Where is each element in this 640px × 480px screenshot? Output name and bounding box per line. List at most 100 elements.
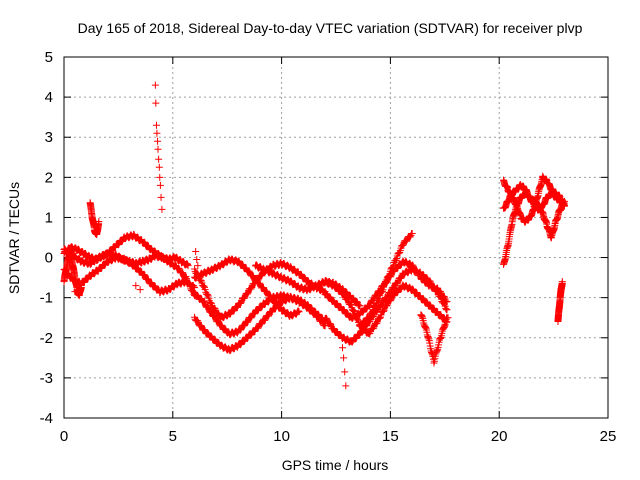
data-point: [243, 318, 251, 326]
data-point: [413, 266, 421, 274]
data-point: [353, 315, 361, 323]
data-point: [314, 313, 322, 321]
data-point: [371, 302, 379, 310]
data-point: [341, 368, 349, 376]
data-point: [339, 344, 347, 352]
data-point: [385, 272, 393, 280]
data-point: [368, 309, 376, 317]
data-point: [194, 262, 202, 270]
data-point: [270, 295, 278, 303]
data-point: [409, 261, 417, 269]
data-point: [77, 282, 85, 290]
data-point: [245, 267, 253, 275]
data-point: [247, 314, 255, 322]
data-point: [201, 326, 209, 334]
x-tick-label: 10: [273, 428, 290, 445]
data-point: [204, 303, 212, 311]
data-point: [340, 290, 348, 298]
data-point: [350, 307, 358, 315]
data-point: [247, 285, 255, 293]
data-point: [442, 297, 450, 305]
y-tick-label: 3: [45, 129, 53, 146]
data-point: [344, 295, 352, 303]
data-point: [273, 300, 281, 308]
data-point: [175, 265, 183, 273]
data-point: [256, 279, 264, 287]
data-point: [364, 314, 372, 322]
data-point: [441, 322, 449, 330]
data-point: [179, 269, 187, 277]
data-point: [352, 334, 360, 342]
data-point: [373, 320, 381, 328]
data-point: [263, 287, 271, 295]
data-point: [95, 217, 103, 225]
data-point: [383, 302, 391, 310]
data-point: [358, 321, 366, 329]
x-tick-label: 0: [60, 428, 68, 445]
data-point: [156, 181, 164, 189]
data-point: [153, 129, 161, 137]
data-point: [442, 304, 450, 312]
data-point: [430, 305, 438, 313]
data-point: [444, 314, 452, 322]
data-point: [154, 137, 162, 145]
x-tick-label: 15: [382, 428, 399, 445]
data-point: [137, 267, 145, 275]
data-point: [413, 288, 421, 296]
data-point: [155, 163, 163, 171]
data-point: [370, 324, 378, 332]
data-point: [359, 308, 367, 316]
data-point: [152, 99, 160, 107]
data-point: [560, 201, 568, 209]
data-point: [194, 317, 202, 325]
data-point: [392, 256, 400, 264]
data-point: [437, 288, 445, 296]
data-point: [75, 292, 83, 300]
data-point: [347, 300, 355, 308]
data-point: [97, 264, 105, 272]
data-point: [207, 308, 215, 316]
data-point: [419, 275, 427, 283]
data-point: [409, 285, 417, 293]
data-point: [326, 319, 334, 327]
data-point: [240, 294, 248, 302]
data-point: [184, 262, 192, 270]
y-tick-label: 2: [45, 169, 53, 186]
data-point: [201, 298, 209, 306]
data-point: [399, 241, 407, 249]
data-point: [355, 331, 363, 339]
data-point: [381, 279, 389, 287]
data-point: [115, 240, 123, 248]
data-point: [340, 306, 348, 314]
data-point: [247, 331, 255, 339]
data-point: [397, 274, 405, 282]
data-point: [558, 278, 566, 286]
data-point: [408, 229, 416, 237]
data-point: [155, 155, 163, 163]
data-point: [211, 305, 219, 313]
data-point: [393, 279, 401, 287]
data-point: [396, 248, 404, 256]
data-point: [322, 314, 330, 322]
data-point: [204, 291, 212, 299]
data-point: [190, 283, 198, 291]
data-point: [237, 326, 245, 334]
chart-title: Day 165 of 2018, Sidereal Day-to-day VTE…: [78, 20, 583, 36]
data-point: [376, 314, 384, 322]
data-point: [261, 316, 269, 324]
x-tick-label: 25: [600, 428, 617, 445]
data-point: [237, 299, 245, 307]
data-point: [342, 382, 350, 390]
data-point: [375, 296, 383, 304]
y-tick-label: 1: [45, 209, 53, 226]
axis-ticks: [63, 56, 609, 419]
y-tick-label: -4: [40, 410, 53, 427]
data-point: [192, 248, 200, 256]
data-point: [144, 275, 152, 283]
x-axis-title: GPS time / hours: [282, 457, 389, 473]
data-points: [60, 81, 568, 390]
x-tick-labels: 0 5 10 15 20 25: [60, 428, 617, 445]
data-point: [136, 286, 144, 294]
data-point: [151, 81, 159, 89]
